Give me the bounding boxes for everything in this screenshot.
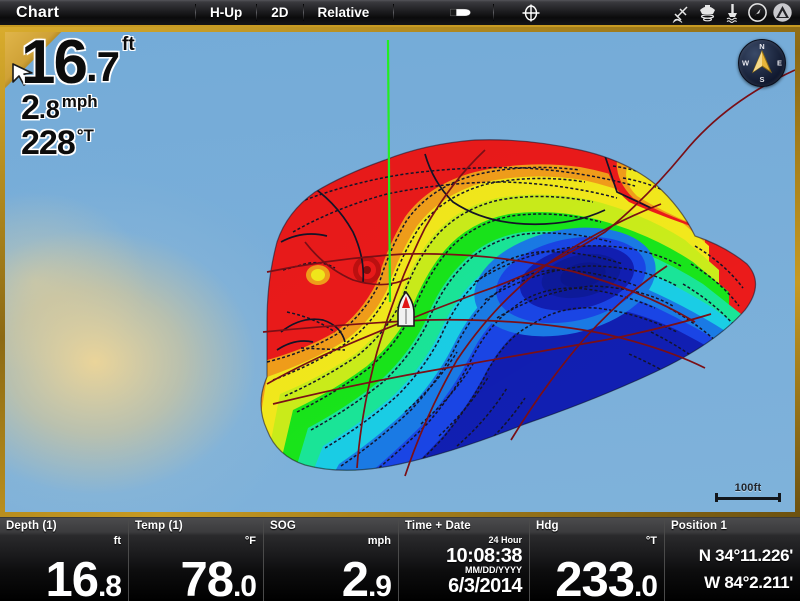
boat-marker-icon[interactable] <box>396 291 416 329</box>
heading-line <box>386 39 392 303</box>
toolbar-divider <box>393 4 395 21</box>
data-cell-time-date[interactable]: Time + Date 24 Hour 10:08:38 MM/DD/YYYY … <box>399 518 530 601</box>
speed-decimal: .8 <box>38 96 60 125</box>
track-lines <box>262 69 795 477</box>
page-title: Chart <box>16 3 60 21</box>
temp-cell-header: Temp (1) <box>135 520 183 532</box>
scale-label: 100ft <box>734 482 762 494</box>
depth-value: 16 <box>21 32 88 97</box>
temp-cell-unit: °F <box>244 535 256 547</box>
view-mode-button[interactable]: 2D <box>271 5 289 20</box>
depth-cell-frac: .8 <box>97 570 122 601</box>
data-cell-sog[interactable]: SOG mph 2 .9 <box>264 518 399 601</box>
date-format-label: MM/DD/YYYY <box>464 565 522 575</box>
motion-mode-button[interactable]: Relative <box>317 5 370 20</box>
bathymetric-contour-map <box>260 39 795 477</box>
orientation-button[interactable]: H-Up <box>210 5 243 20</box>
speed-unit: mph <box>61 92 98 112</box>
depth-cell-int: 16 <box>45 553 99 601</box>
position-longitude: W 84°2.211' <box>704 573 793 592</box>
heading-readout: 228 °T <box>21 124 135 163</box>
speed-readout: 2 .8 mph <box>21 89 135 128</box>
sog-cell-unit: mph <box>367 535 391 547</box>
compass-south-label: S <box>759 75 765 84</box>
compass-west-label: W <box>742 58 750 68</box>
data-cell-depth[interactable]: Depth (1) ft 16 .8 <box>0 518 129 601</box>
temp-cell-frac: .0 <box>232 570 257 601</box>
data-cell-position[interactable]: Position 1 N 34°11.226' W 84°2.211' <box>665 518 800 601</box>
hdg-cell-frac: .0 <box>633 570 658 601</box>
temp-cell-value: 78 .0 <box>180 553 257 601</box>
date-value: 6/3/2014 <box>448 575 522 597</box>
speed-value: 2 <box>21 89 40 128</box>
gps-satellite-icon[interactable] <box>671 2 693 24</box>
cursor-arrow-icon <box>12 63 33 86</box>
top-toolbar: Chart H-Up 2D Relative <box>0 0 800 27</box>
sonar-vessel-icon[interactable] <box>696 2 718 24</box>
sog-cell-int: 2 <box>341 553 369 601</box>
scale-bar-graphic <box>715 493 781 502</box>
compass-needle-icon <box>751 49 773 74</box>
toolbar-divider <box>302 4 304 21</box>
crosshair-icon[interactable] <box>520 2 542 24</box>
depth-decimal: .7 <box>85 43 120 91</box>
scale-bar: 100ft <box>715 482 781 502</box>
hdg-cell-header: Hdg <box>536 520 559 532</box>
chart-map-view[interactable]: 16 .7 ft 2 .8 mph 228 °T N S E <box>0 27 800 517</box>
toolbar-divider <box>493 4 495 21</box>
sog-cell-header: SOG <box>270 520 296 532</box>
depth-cell-value: 16 .8 <box>45 553 122 601</box>
compass-east-label: E <box>776 58 782 68</box>
time-format-label: 24 Hour <box>488 535 522 545</box>
compass-rose[interactable]: N S E W <box>738 39 786 87</box>
hdg-cell-int: 233 <box>555 553 635 601</box>
overlay-readouts: 16 .7 ft 2 .8 mph 228 °T <box>21 32 135 163</box>
depth-unit: ft <box>122 34 135 55</box>
humminbird-logo-icon[interactable] <box>771 2 793 24</box>
compass-north-label: N <box>759 42 765 51</box>
sog-cell-frac: .9 <box>367 570 392 601</box>
position-latitude: N 34°11.226' <box>698 546 794 565</box>
heading-unit: °T <box>76 126 94 146</box>
position-cell-header: Position 1 <box>671 520 727 532</box>
toolbar-divider <box>195 4 196 21</box>
heading-value: 228 <box>21 124 76 163</box>
boat-icon[interactable] <box>449 2 471 24</box>
toolbar-divider <box>256 4 258 21</box>
compass-icon[interactable] <box>746 2 768 24</box>
depth-readout: 16 .7 ft <box>21 32 135 97</box>
data-cell-temp[interactable]: Temp (1) °F 78 .0 <box>129 518 264 601</box>
depth-cell-header: Depth (1) <box>6 520 57 532</box>
hdg-cell-value: 233 .0 <box>555 553 658 601</box>
hdg-cell-unit: °T <box>645 535 657 547</box>
time-value: 10:08:38 <box>445 545 523 567</box>
depth-cell-unit: ft <box>113 535 121 547</box>
temp-cell-int: 78 <box>180 553 234 601</box>
data-cell-hdg[interactable]: Hdg °T 233 .0 <box>530 518 665 601</box>
sog-cell-value: 2 .9 <box>341 553 392 601</box>
transducer-icon[interactable] <box>721 2 743 24</box>
status-icon-group <box>671 0 800 26</box>
bottom-data-bar: Depth (1) ft 16 .8 Temp (1) °F 78 .0 SOG… <box>0 517 800 601</box>
time-cell-header: Time + Date <box>405 520 471 532</box>
